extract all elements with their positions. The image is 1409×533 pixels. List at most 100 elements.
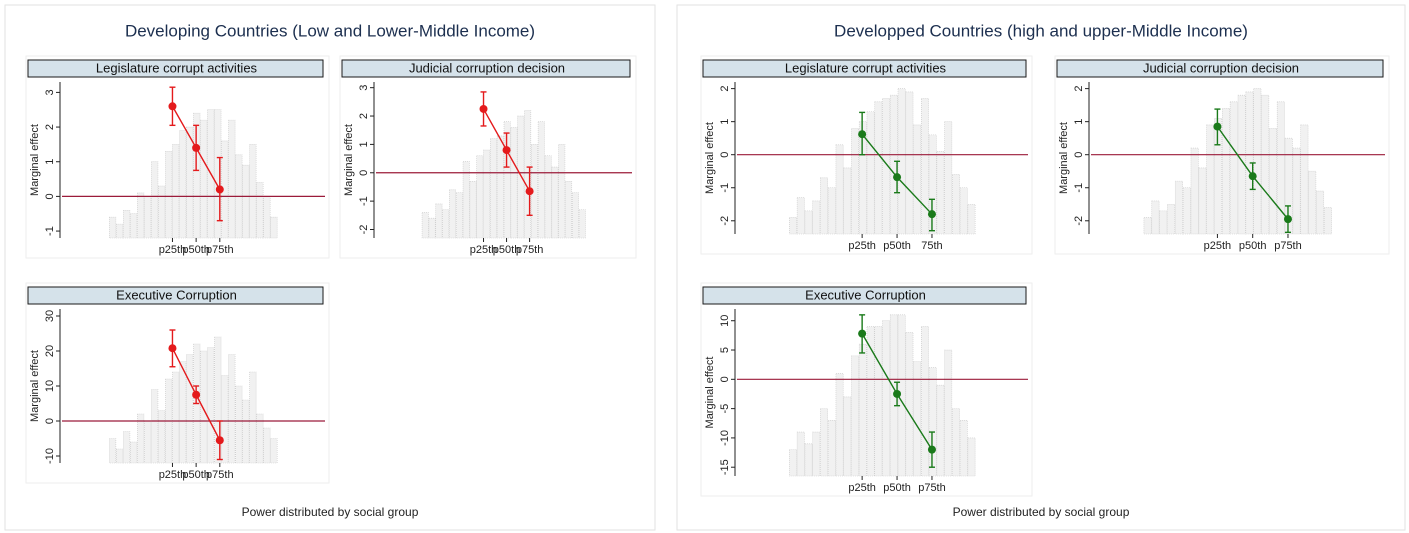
background-bar (796, 431, 805, 477)
y-tick-label: -5 (719, 404, 731, 414)
background-bar (1174, 180, 1183, 235)
y-axis-label: Marginal effect (1058, 122, 1070, 194)
background-bar (1198, 167, 1207, 235)
y-tick-label: 0 (358, 170, 370, 176)
background-bar (428, 217, 436, 239)
effect-point (168, 102, 177, 111)
background-bar (1253, 88, 1262, 235)
background-bar (820, 177, 828, 235)
background-bar (524, 110, 532, 239)
x-tick-label: p50th (883, 240, 911, 252)
background-bar (235, 385, 243, 464)
background-bar (905, 332, 914, 477)
background-bar (936, 151, 945, 235)
y-tick-label: 3 (44, 89, 56, 95)
background-bar (866, 326, 875, 477)
x-tick-label: p50th (182, 244, 210, 256)
y-tick-label: -1 (358, 196, 370, 206)
x-tick-label: p25th (848, 482, 876, 494)
y-tick-label: 0 (1073, 152, 1085, 158)
y-tick-label: 1 (358, 141, 370, 147)
background-bar (882, 320, 891, 477)
background-bar (151, 161, 159, 239)
y-axis-label: Marginal effect (704, 357, 716, 429)
background-bar (109, 438, 117, 464)
background-bar (1323, 207, 1332, 235)
background-bar (490, 138, 497, 239)
effect-point (215, 185, 224, 194)
background-bar (214, 336, 222, 464)
background-bar (944, 121, 953, 235)
y-tick-label: 1 (719, 119, 731, 125)
y-tick-label: 0 (44, 418, 56, 424)
y-tick-label: -2 (719, 216, 731, 226)
effect-point (893, 173, 902, 182)
background-bar (913, 124, 922, 235)
background-bar (137, 192, 145, 239)
background-bar (920, 326, 929, 477)
subplot-title: Legislature corrupt activities (96, 60, 258, 75)
background-bar (1292, 147, 1301, 235)
background-bar (510, 127, 518, 239)
background-bar (835, 144, 844, 235)
y-tick-label: 1 (1073, 119, 1085, 125)
y-axis-label: Marginal effect (29, 124, 41, 196)
panel-title: Developing Countries (Low and Lower-Midd… (125, 21, 535, 40)
subplot-frame (339, 55, 637, 259)
background-bar (812, 431, 821, 477)
background-bar (249, 371, 257, 464)
y-tick-label: -1 (44, 226, 56, 236)
background-bar (503, 121, 511, 239)
background-bar (1316, 190, 1325, 235)
background-bar (228, 119, 236, 239)
background-bar (1206, 124, 1215, 235)
effect-point (927, 445, 936, 454)
background-bar (476, 155, 484, 239)
background-bar (1167, 203, 1176, 235)
background-bar (866, 111, 875, 235)
y-tick-label: 2 (44, 124, 56, 130)
x-tick-label: 75th (921, 240, 942, 252)
y-tick-label: 0 (44, 193, 56, 199)
subplot-header (1056, 59, 1384, 78)
background-bar (851, 127, 860, 235)
background-bar (455, 192, 463, 239)
x-tick-label: p25th (1204, 240, 1232, 252)
background-bar (544, 155, 552, 239)
background-bar (207, 347, 215, 464)
background-bar (551, 166, 559, 239)
x-axis-label: Power distributed by social group (953, 505, 1130, 519)
y-tick-label: 2 (1073, 86, 1085, 92)
x-tick-label: p75th (206, 244, 234, 256)
background-bar (123, 209, 131, 239)
background-bar (1261, 94, 1270, 235)
subplot-title: Judicial corruption decision (1143, 60, 1299, 75)
y-tick-label: -1 (719, 183, 731, 193)
y-tick-label: 5 (719, 347, 731, 353)
subplot-title: Legislature corrupt activities (785, 60, 947, 75)
background-bar (789, 217, 797, 235)
background-bar (796, 197, 805, 235)
x-tick-label: p50th (1239, 240, 1267, 252)
background-bar (967, 437, 976, 477)
background-bar (130, 441, 138, 464)
background-bar (186, 126, 194, 239)
subplot-title: Executive Corruption (116, 287, 237, 302)
subplot-header (27, 286, 324, 305)
background-bar (130, 213, 138, 239)
y-tick-label: -2 (358, 225, 370, 235)
background-bar (123, 431, 131, 464)
effect-point (192, 143, 201, 152)
x-tick-label: p75th (1274, 240, 1302, 252)
panel-frame (676, 4, 1406, 531)
background-bar (496, 135, 504, 239)
effect-point (215, 436, 224, 445)
background-bar (1182, 187, 1191, 235)
background-bar (172, 144, 180, 239)
background-bar (1151, 200, 1160, 235)
background-bar (804, 210, 813, 235)
background-bar (1214, 118, 1223, 235)
background-bar (789, 449, 797, 477)
effect-point (858, 130, 867, 139)
y-tick-label: 2 (358, 113, 370, 119)
